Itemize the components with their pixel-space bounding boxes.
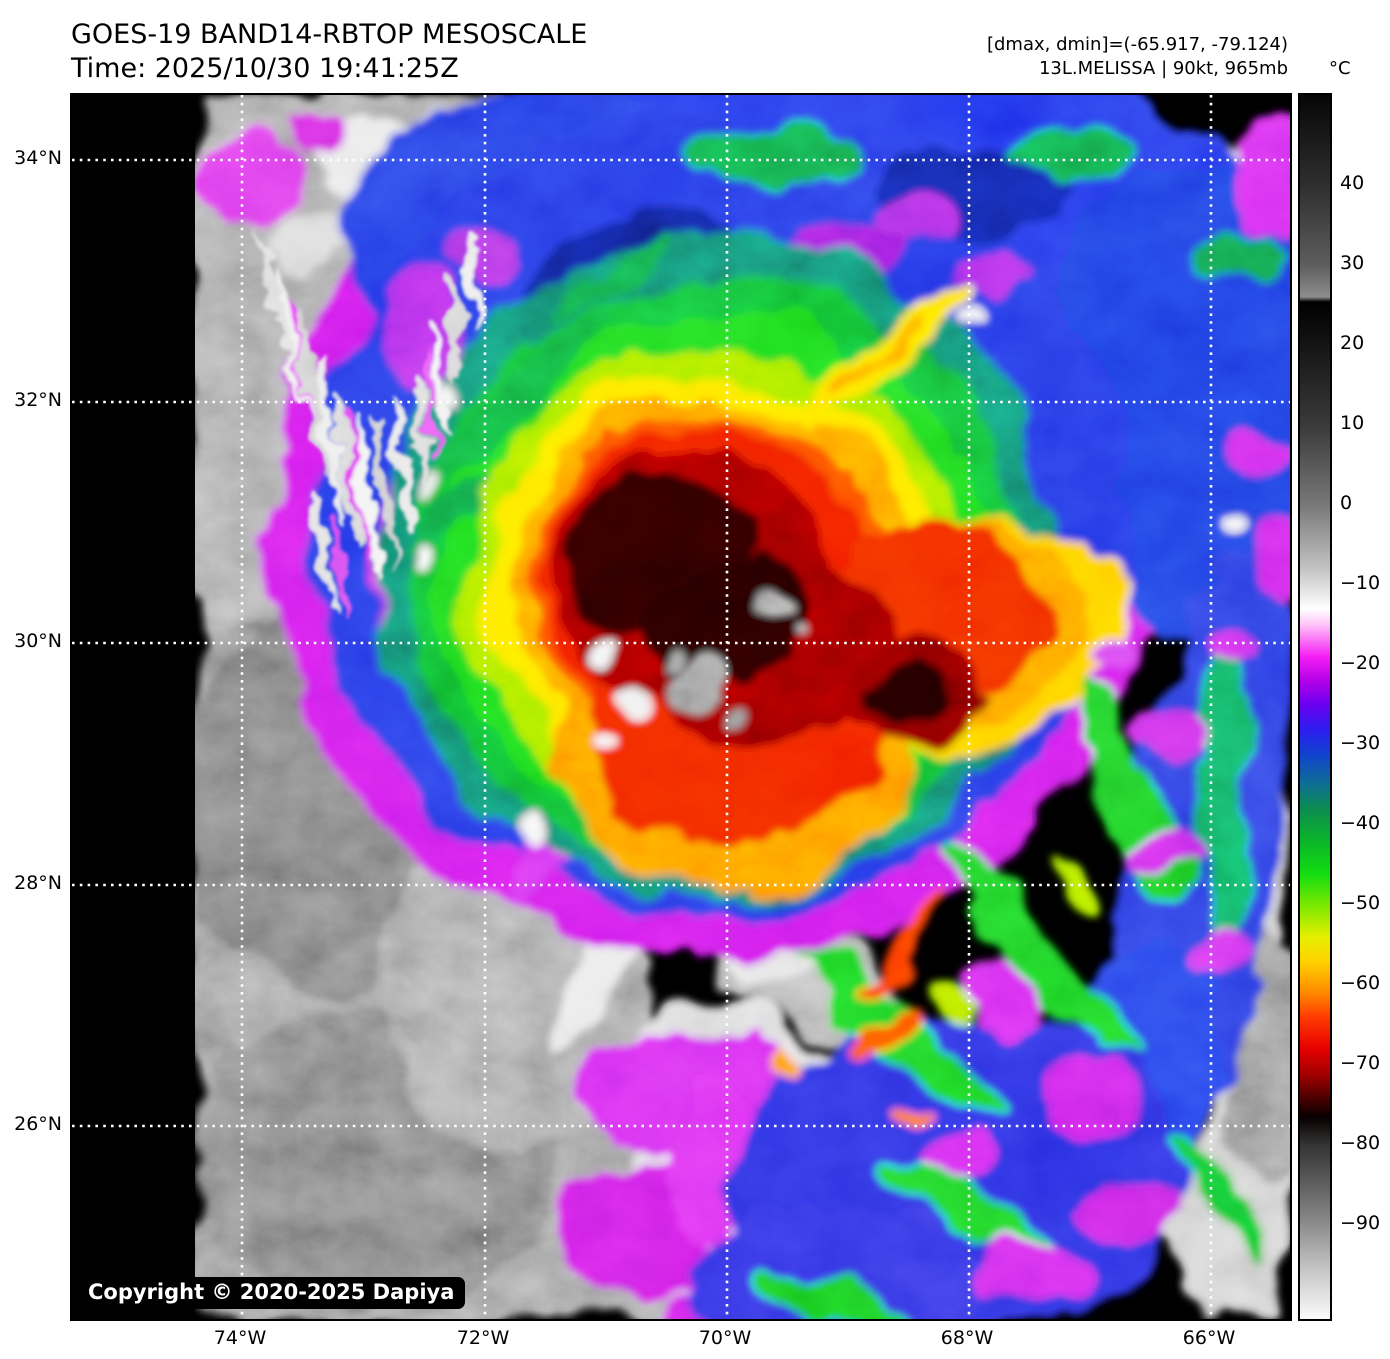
map-plot-area: Copyright © 2020-2025 Dapiya [70,93,1292,1321]
lon-tick-68w: 68°W [940,1327,994,1349]
cbar-tick-40: 40 [1340,172,1365,194]
graticule [72,95,1290,1319]
copyright-badge: Copyright © 2020-2025 Dapiya [77,1277,466,1309]
colorbar-unit-label: °C [1329,58,1351,79]
cbar-tick-n70: −70 [1340,1052,1381,1074]
storm-intensity-readout: 13L.MELISSA | 90kt, 965mb [1038,58,1288,79]
lat-tick-26n: 26°N [14,1113,62,1135]
lon-tick-66w: 66°W [1182,1327,1236,1349]
figure-stats-block: [dmax, dmin]=(-65.917, -79.124) 13L.MELI… [987,33,1288,81]
cbar-tick-10: 10 [1340,412,1365,434]
coarse-noise-texture [72,95,1290,1319]
cbar-tick-n80: −80 [1340,1132,1381,1154]
cbar-tick-0: 0 [1340,492,1353,514]
cbar-tick-30: 30 [1340,252,1365,274]
lat-tick-30n: 30°N [14,630,62,652]
lon-tick-70w: 70°W [698,1327,752,1349]
cbar-tick-n60: −60 [1340,972,1381,994]
lon-tick-72w: 72°W [456,1327,510,1349]
cbar-tick-20: 20 [1340,332,1365,354]
lat-tick-28n: 28°N [14,872,62,894]
lon-tick-74w: 74°W [213,1327,267,1349]
lat-tick-34n: 34°N [14,147,62,169]
cbar-tick-n30: −30 [1340,732,1381,754]
figure-title-block: GOES-19 BAND14-RBTOP MESOSCALE Time: 202… [71,18,587,86]
temperature-colorbar [1298,93,1332,1321]
no-data-strip [72,95,195,1319]
satellite-image [72,95,1290,1319]
cbar-tick-n90: −90 [1340,1212,1381,1234]
lat-tick-32n: 32°N [14,389,62,411]
figure-title: GOES-19 BAND14-RBTOP MESOSCALE [71,19,588,50]
cbar-tick-n40: −40 [1340,812,1381,834]
cbar-tick-n10: −10 [1340,572,1381,594]
cbar-tick-n20: −20 [1340,652,1381,674]
cbar-tick-n50: −50 [1340,892,1381,914]
figure-timestamp: Time: 2025/10/30 19:41:25Z [71,53,459,84]
dmax-dmin-readout: [dmax, dmin]=(-65.917, -79.124) [986,34,1288,55]
